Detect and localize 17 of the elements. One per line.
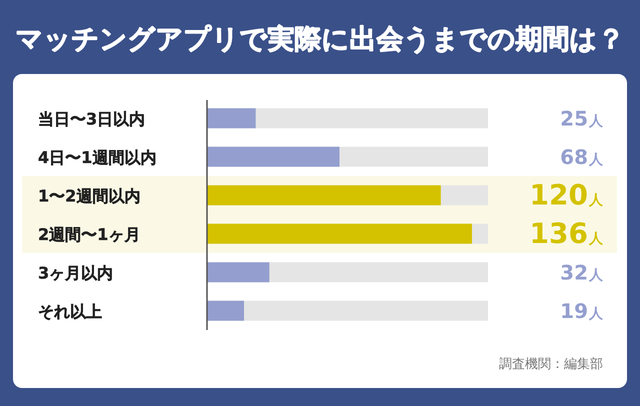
chart-title: マッチングアプリで実際に出会うまでの期間は？	[16, 24, 624, 55]
y-tick-label: それ以上	[38, 302, 102, 321]
y-tick-label: 4日〜1週間以内	[38, 148, 156, 167]
y-tick-label: 3ヶ月以内	[38, 263, 114, 282]
data-label: 32人	[560, 260, 604, 284]
text: 調査機関：編集部	[499, 357, 603, 372]
bar	[207, 262, 270, 282]
data-label: 68人	[560, 144, 604, 169]
data-label: 136人	[530, 216, 604, 250]
y-tick-label: 1〜2週間以内	[38, 186, 140, 206]
data-label: 25人	[560, 106, 604, 130]
data-label: 120人	[530, 178, 604, 212]
y-tick-label: 当日〜3日以内	[38, 109, 146, 128]
y-tick-label: 2週間〜1ヶ月	[38, 224, 140, 244]
bar	[207, 108, 256, 128]
data-label: 19人	[560, 298, 604, 323]
bar	[207, 300, 244, 321]
